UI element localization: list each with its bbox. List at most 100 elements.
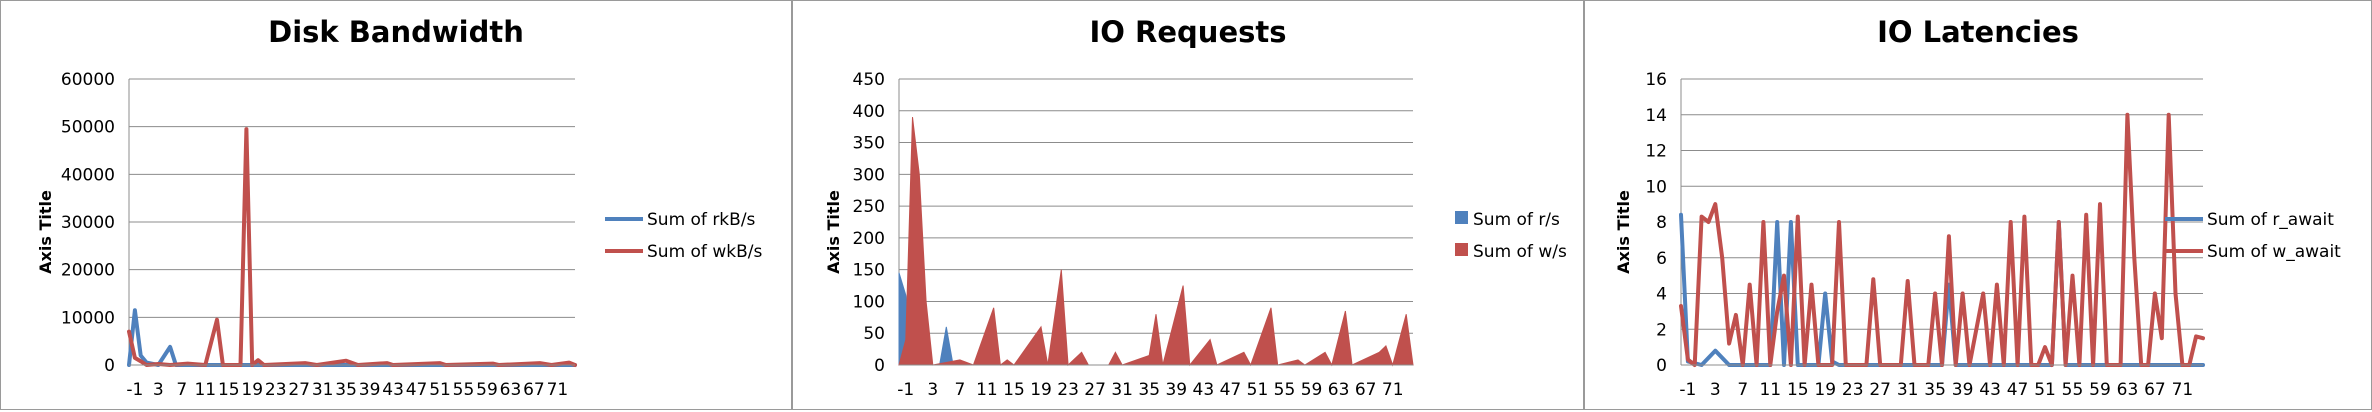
series-write — [1679, 112, 2205, 367]
x-tick-label: 71 — [547, 380, 569, 400]
x-tick-label: 3 — [153, 380, 164, 400]
legend-label: Sum of r_await — [2207, 210, 2334, 230]
y-tick-label: 250 — [853, 197, 885, 217]
y-tick-label: 350 — [853, 134, 885, 154]
x-tick-label: 51 — [429, 380, 451, 400]
x-tick-label: 51 — [2034, 380, 2056, 400]
x-tick-label: 23 — [1842, 380, 1864, 400]
legend-label: Sum of rkB/s — [647, 210, 756, 230]
x-tick-label: 27 — [288, 380, 310, 400]
x-tick-label: 11 — [194, 380, 216, 400]
y-tick-label: 6 — [1656, 249, 1667, 269]
y-tick-label: 400 — [853, 102, 885, 122]
x-tick-label: 71 — [2172, 380, 2194, 400]
y-tick-label: 12 — [1645, 142, 1667, 162]
y-axis-title: Axis Title — [1614, 190, 1633, 274]
y-tick-label: 8 — [1656, 213, 1667, 233]
x-tick-label: 67 — [2144, 380, 2166, 400]
chart-panel-3: IO Latencies 0 2 4 6 8 10 12 14 16 -1 3 7 11 15 19 23 27 3… — [1584, 0, 2372, 410]
x-tick-label: 43 — [382, 380, 404, 400]
y-tick-label: 60000 — [61, 70, 115, 90]
x-tick-label: -1 — [897, 380, 914, 400]
x-tick-label: 47 — [1220, 380, 1242, 400]
legend-label: Sum of r/s — [1473, 210, 1560, 230]
x-tick-label: 27 — [1869, 380, 1891, 400]
x-tick-label: 31 — [312, 380, 334, 400]
x-tick-label: 23 — [1057, 380, 1079, 400]
y-tick-label: 40000 — [61, 165, 115, 185]
y-tick-label: 10000 — [61, 308, 115, 328]
x-tick-label: 31 — [1111, 380, 1133, 400]
x-tick-label: 39 — [1165, 380, 1187, 400]
x-tick-label: 59 — [476, 380, 498, 400]
legend-label: Sum of w/s — [1473, 242, 1567, 262]
x-tick-label: 3 — [1710, 380, 1721, 400]
x-tick-label: 3 — [927, 380, 938, 400]
y-tick-label: 20000 — [61, 261, 115, 281]
y-tick-label: 14 — [1645, 106, 1667, 126]
y-tick-label: 0 — [1656, 356, 1667, 376]
y-tick-label: 50 — [863, 324, 885, 344]
x-tick-label: 19 — [241, 380, 263, 400]
x-tick-label: 63 — [500, 380, 522, 400]
x-tick-label: -1 — [126, 380, 143, 400]
chart-panel-2: IO Requests 0 50 100 150 200 250 300 350 400 450 -1… — [792, 0, 1584, 410]
x-tick-label: 31 — [1897, 380, 1919, 400]
series-read — [127, 308, 577, 367]
y-axis-title: Axis Title — [824, 190, 843, 274]
x-tick-label: 19 — [1030, 380, 1052, 400]
y-tick-label: 300 — [853, 165, 885, 185]
x-tick-label: 35 — [1138, 380, 1160, 400]
chart-canvas: 0 2 4 6 8 10 12 14 16 -1 3 7 11 15 19 23 27 31 35 39 43 47 51 5… — [1614, 70, 2341, 400]
y-tick-label: 100 — [853, 292, 885, 312]
y-tick-label: 30000 — [61, 213, 115, 233]
x-tick-label: 7 — [954, 380, 965, 400]
x-tick-label: 15 — [1787, 380, 1809, 400]
legend-label: Sum of wkB/s — [647, 242, 762, 262]
x-tick-label: 11 — [976, 380, 998, 400]
chart-title: IO Requests — [1089, 15, 1287, 49]
chart-title: Disk Bandwidth — [268, 15, 524, 49]
x-tick-label: 27 — [1084, 380, 1106, 400]
chart-panel-1: Disk Bandwidth 0 10000 20000 30000 40000 50000… — [0, 0, 792, 410]
x-tick-label: 67 — [1355, 380, 1377, 400]
legend-swatch — [1455, 211, 1468, 224]
y-tick-label: 0 — [104, 356, 115, 376]
x-tick-label: 35 — [335, 380, 357, 400]
x-tick-label: 51 — [1247, 380, 1269, 400]
chart-canvas: 0 50 100 150 200 250 300 350 400 450 -1 3 7 11 15 19 23 2… — [824, 70, 1567, 400]
x-tick-label: 63 — [1328, 380, 1350, 400]
x-tick-label: 55 — [2062, 380, 2084, 400]
x-tick-label: 19 — [1814, 380, 1836, 400]
legend-label: Sum of w_await — [2207, 242, 2341, 262]
y-tick-label: 10 — [1645, 177, 1667, 197]
x-tick-label: 7 — [176, 380, 187, 400]
x-tick-label: 59 — [2089, 380, 2111, 400]
x-tick-label: 43 — [1979, 380, 2001, 400]
x-tick-label: 67 — [523, 380, 545, 400]
x-tick-label: 39 — [1952, 380, 1974, 400]
x-tick-label: 47 — [406, 380, 428, 400]
legend-swatch — [1455, 243, 1468, 256]
y-axis-title: Axis Title — [36, 190, 55, 274]
x-tick-label: 7 — [1737, 380, 1748, 400]
x-tick-label: 59 — [1301, 380, 1323, 400]
x-tick-label: 23 — [265, 380, 287, 400]
y-tick-label: 4 — [1656, 285, 1667, 305]
x-tick-label: 63 — [2117, 380, 2139, 400]
series-write — [127, 127, 577, 367]
chart-title: IO Latencies — [1877, 15, 2079, 49]
y-tick-label: 200 — [853, 229, 885, 249]
x-tick-label: 55 — [453, 380, 475, 400]
x-tick-label: 35 — [1924, 380, 1946, 400]
y-tick-label: 16 — [1645, 70, 1667, 90]
x-tick-label: 11 — [1759, 380, 1781, 400]
x-tick-label: 55 — [1274, 380, 1296, 400]
x-tick-label: 43 — [1193, 380, 1215, 400]
x-tick-label: 39 — [359, 380, 381, 400]
y-tick-label: 0 — [874, 356, 885, 376]
x-tick-label: 71 — [1382, 380, 1404, 400]
series-write — [898, 117, 1414, 367]
